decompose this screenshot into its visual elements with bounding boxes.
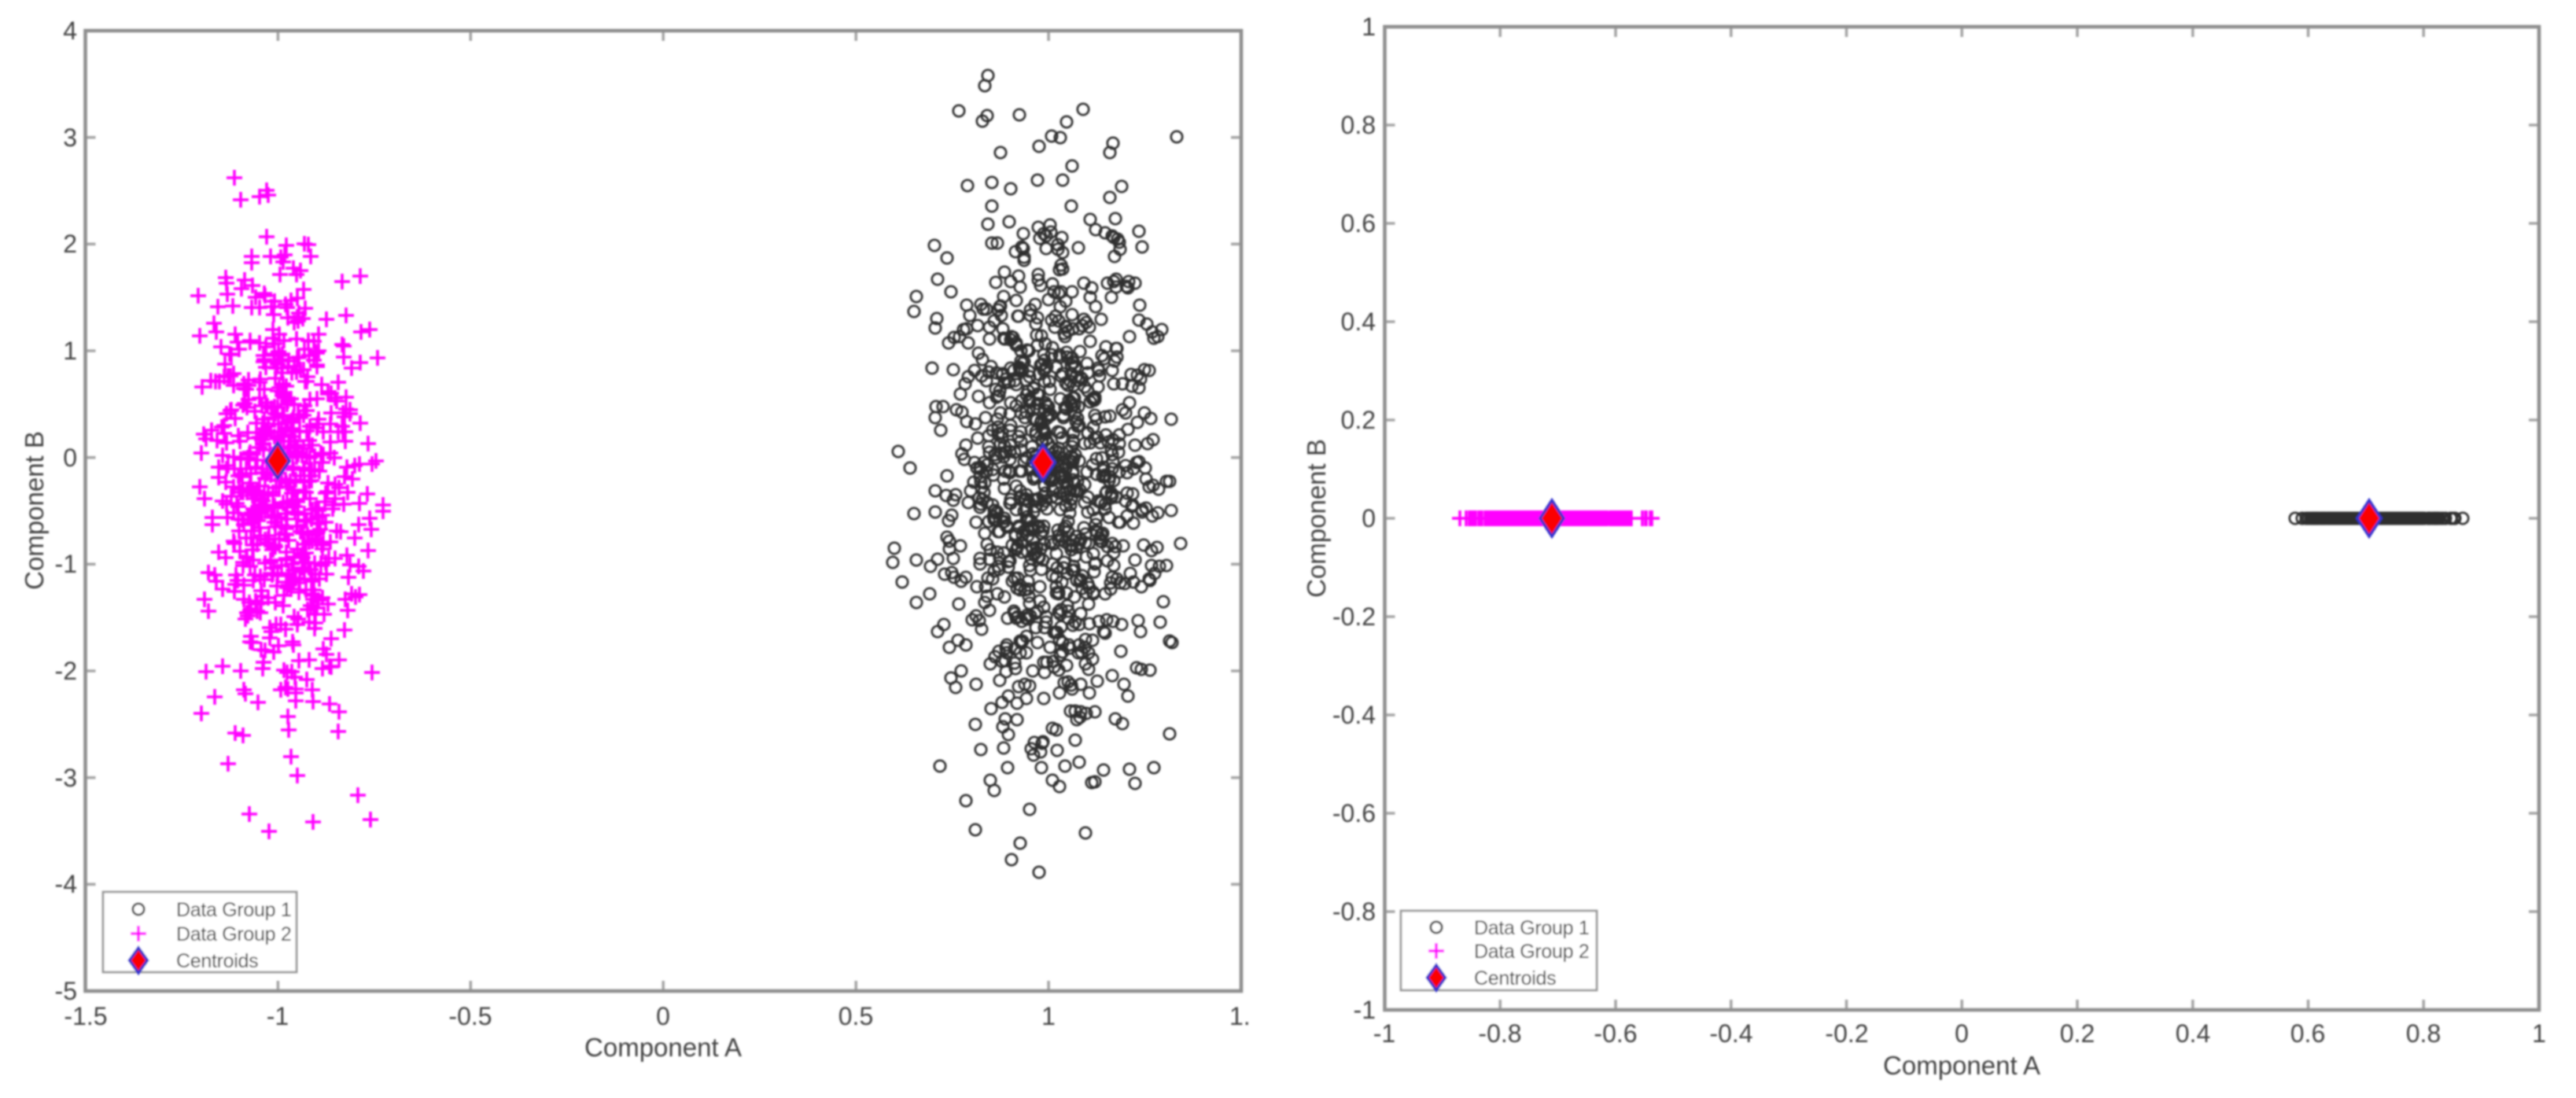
- svg-text:-1.5: -1.5: [64, 1002, 107, 1030]
- svg-text:-0.6: -0.6: [1332, 799, 1376, 827]
- svg-text:-0.5: -0.5: [448, 1002, 492, 1030]
- svg-text:-1: -1: [55, 550, 77, 578]
- svg-text:Data Group 1: Data Group 1: [1474, 917, 1590, 939]
- svg-text:Component B: Component B: [1302, 439, 1331, 598]
- svg-text:Data Group 1: Data Group 1: [176, 899, 292, 921]
- svg-text:-1: -1: [1354, 996, 1376, 1024]
- svg-text:0: 0: [1955, 1019, 1969, 1048]
- svg-text:-0.4: -0.4: [1709, 1019, 1752, 1048]
- svg-text:-3: -3: [55, 764, 77, 792]
- svg-text:-1: -1: [1373, 1019, 1395, 1048]
- svg-text:0: 0: [63, 444, 77, 472]
- svg-text:Data Group 2: Data Group 2: [1474, 941, 1590, 963]
- svg-text:-0.2: -0.2: [1825, 1019, 1868, 1048]
- svg-text:4: 4: [63, 17, 77, 45]
- svg-text:1: 1: [1041, 1002, 1056, 1030]
- svg-text:0.4: 0.4: [2176, 1019, 2210, 1048]
- svg-text:-0.6: -0.6: [1594, 1019, 1637, 1048]
- svg-text:Component A: Component A: [1883, 1051, 2040, 1080]
- svg-text:0: 0: [656, 1002, 670, 1030]
- svg-text:-4: -4: [55, 870, 77, 898]
- svg-text:1.: 1.: [1229, 1002, 1251, 1030]
- svg-text:-5: -5: [55, 977, 77, 1005]
- svg-text:0.6: 0.6: [1341, 209, 1376, 238]
- svg-text:Component A: Component A: [584, 1033, 742, 1062]
- svg-text:-0.8: -0.8: [1478, 1019, 1521, 1048]
- svg-text:-0.2: -0.2: [1332, 602, 1376, 631]
- svg-text:1: 1: [1362, 13, 1376, 41]
- svg-text:Component B: Component B: [20, 431, 49, 590]
- svg-text:2: 2: [63, 230, 77, 258]
- svg-text:Centroids: Centroids: [176, 950, 258, 972]
- svg-text:0.8: 0.8: [2406, 1019, 2441, 1048]
- svg-text:0.6: 0.6: [2290, 1019, 2325, 1048]
- svg-text:0.4: 0.4: [1341, 308, 1376, 336]
- svg-text:Centroids: Centroids: [1474, 967, 1556, 989]
- svg-text:3: 3: [63, 123, 77, 152]
- svg-text:-2: -2: [55, 657, 77, 685]
- svg-text:0.2: 0.2: [2060, 1019, 2095, 1048]
- svg-text:0.8: 0.8: [1341, 111, 1376, 139]
- svg-text:-0.8: -0.8: [1332, 897, 1376, 926]
- svg-text:-1: -1: [267, 1002, 289, 1030]
- svg-text:0: 0: [1362, 504, 1376, 532]
- svg-text:0.5: 0.5: [838, 1002, 873, 1030]
- svg-text:1: 1: [2532, 1019, 2546, 1048]
- svg-text:0.2: 0.2: [1341, 406, 1376, 434]
- svg-text:1: 1: [63, 337, 77, 365]
- svg-text:Data Group 2: Data Group 2: [176, 923, 292, 945]
- svg-text:-0.4: -0.4: [1332, 701, 1376, 729]
